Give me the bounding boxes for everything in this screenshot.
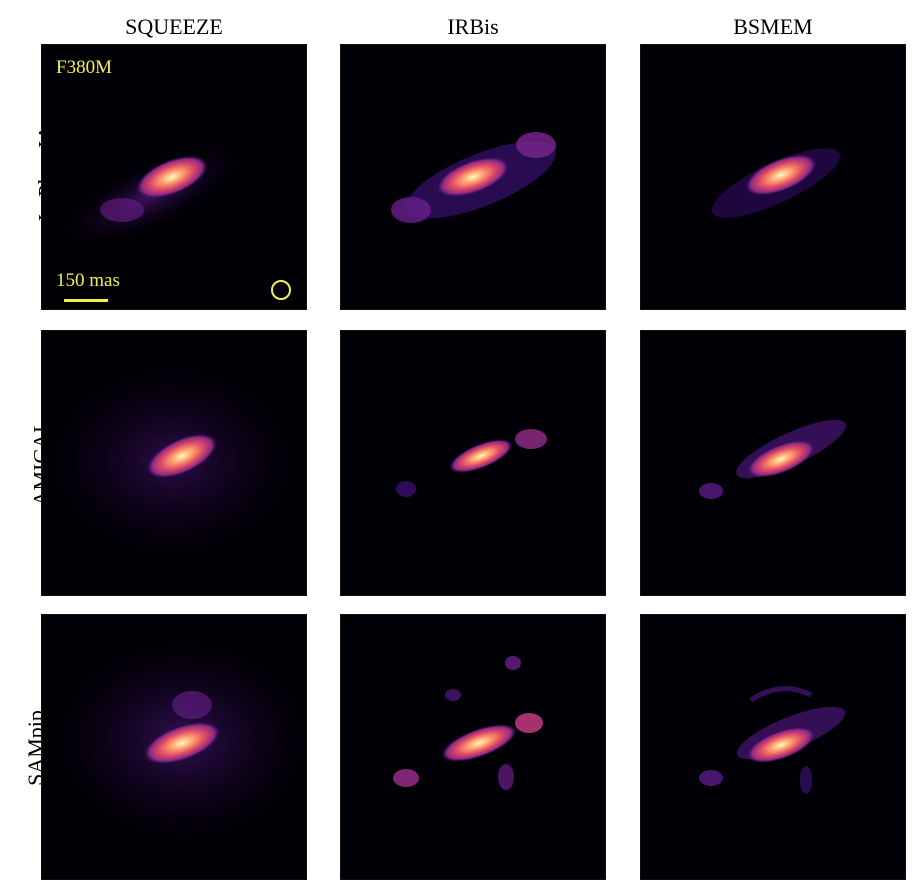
- reconstruction-image: [699, 419, 846, 499]
- image-panel-sampip-squeeze: [41, 614, 307, 880]
- image-panel-sampip-bsmem: [640, 614, 906, 880]
- image-panel-sampip-irbis: [340, 614, 606, 880]
- reconstruction-image: [57, 371, 287, 551]
- reconstruction-image: [62, 645, 302, 835]
- image-panel-implaneia-bsmem: [640, 44, 906, 310]
- image-panel-amical-bsmem: [640, 330, 906, 596]
- reconstruction-image: [711, 148, 841, 218]
- column-title-bsmem: BSMEM: [733, 14, 813, 39]
- row-label-implaneia: ImPlaneIA: [0, 125, 58, 222]
- reconstruction-image: [393, 656, 543, 790]
- column-title-irbis: IRBis: [447, 14, 499, 39]
- reconstruction-image: [391, 132, 556, 223]
- row-label-amical: AMICAL: [0, 420, 53, 507]
- column-title-squeeze: SQUEEZE: [125, 14, 223, 39]
- reconstruction-image: [699, 686, 846, 794]
- image-panel-amical-irbis: [340, 330, 606, 596]
- scale-bar: [64, 299, 108, 302]
- image-panel-implaneia-irbis: [340, 44, 606, 310]
- beam-circle-icon: [271, 280, 291, 300]
- filter-label: F380M: [56, 57, 112, 78]
- row-label-sampip: SAMpip: [22, 710, 48, 786]
- reconstruction-image: [69, 148, 235, 242]
- image-panel-implaneia-squeeze: F380M 150 mas: [41, 44, 307, 310]
- reconstruction-image: [396, 429, 547, 497]
- scale-bar-label: 150 mas: [56, 270, 120, 291]
- image-panel-amical-squeeze: [41, 330, 307, 596]
